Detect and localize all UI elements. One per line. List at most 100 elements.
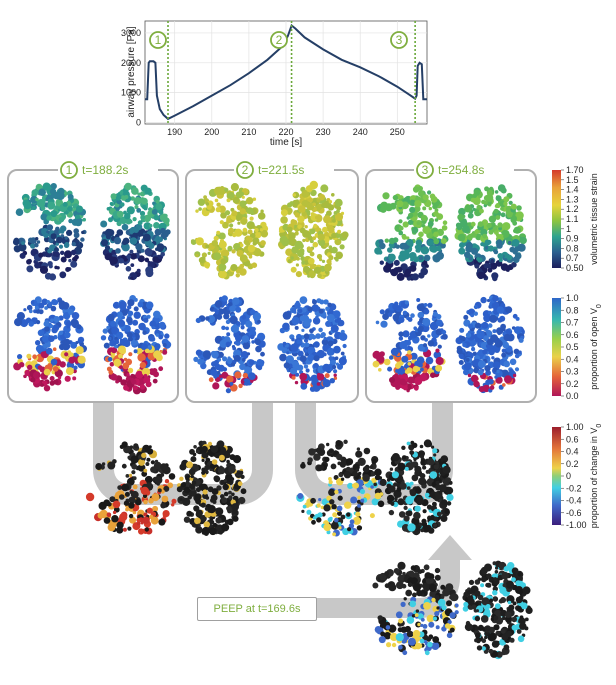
sphere: [121, 243, 130, 252]
sphere: [378, 636, 386, 644]
sphere: [72, 376, 77, 381]
sphere: [427, 641, 433, 648]
sphere: [122, 239, 128, 245]
sphere: [313, 266, 322, 274]
sphere: [329, 499, 335, 505]
sphere: [60, 234, 65, 238]
sphere: [328, 356, 333, 361]
sphere: [154, 238, 158, 242]
sphere: [37, 329, 45, 337]
sphere: [356, 525, 363, 531]
sphere: [28, 309, 33, 314]
sphere: [491, 356, 495, 360]
sphere: [208, 377, 214, 383]
sphere: [423, 254, 431, 262]
sphere: [416, 248, 421, 253]
sphere: [112, 510, 117, 515]
sphere: [103, 517, 111, 524]
sphere: [231, 210, 238, 217]
sphere: [493, 615, 499, 621]
sphere: [492, 590, 498, 596]
sphere: [221, 371, 229, 379]
sphere: [519, 236, 527, 245]
sphere: [493, 208, 499, 214]
sphere: [55, 242, 59, 246]
sphere: [369, 513, 375, 519]
sphere: [130, 252, 137, 260]
sphere: [407, 582, 413, 587]
sphere: [15, 208, 24, 216]
sphere: [171, 498, 177, 504]
sphere: [144, 348, 150, 354]
sphere: [332, 310, 341, 319]
sphere: [127, 367, 134, 374]
sphere: [200, 502, 206, 508]
sphere: [153, 461, 162, 470]
sphere: [152, 378, 158, 384]
sphere: [201, 458, 205, 462]
sphere: [502, 222, 511, 231]
sphere: [50, 233, 57, 240]
sphere: [162, 349, 168, 355]
sphere: [387, 312, 393, 317]
sphere: [522, 586, 531, 595]
sphere: [104, 228, 113, 237]
sphere: [401, 445, 406, 450]
sphere: [131, 463, 138, 470]
sphere: [193, 356, 199, 362]
sphere: [114, 344, 118, 349]
sphere: [420, 335, 426, 341]
sphere: [379, 260, 384, 265]
sphere: [222, 221, 229, 229]
sphere: [441, 225, 448, 231]
sphere: [64, 375, 71, 382]
sphere: [496, 369, 500, 374]
sphere: [312, 299, 317, 305]
sphere: [486, 573, 492, 579]
sphere: [164, 333, 170, 339]
sphere: [385, 625, 391, 630]
sphere: [324, 263, 332, 272]
sphere: [480, 566, 488, 575]
sphere: [412, 339, 417, 343]
sphere: [300, 383, 308, 390]
lung-rendering-10: [277, 296, 348, 392]
sphere: [395, 244, 400, 249]
sphere: [247, 244, 256, 253]
sphere: [500, 628, 506, 634]
sphere: [316, 517, 322, 523]
sphere: [39, 265, 49, 274]
sphere: [412, 629, 421, 638]
sphere: [132, 319, 139, 326]
sphere: [239, 470, 244, 475]
sphere: [209, 520, 215, 525]
colorbar-open-gradient: [552, 298, 561, 396]
sphere: [154, 228, 162, 236]
sphere: [235, 213, 243, 221]
sphere: [36, 320, 41, 325]
chart-grid: [145, 21, 427, 124]
sphere: [336, 505, 343, 512]
sphere: [135, 370, 144, 379]
sphere: [353, 469, 357, 473]
sphere: [454, 603, 459, 608]
sphere: [219, 220, 224, 225]
sphere: [299, 227, 306, 234]
sphere: [444, 509, 450, 514]
sphere: [350, 496, 358, 504]
sphere: [97, 512, 105, 519]
sphere: [214, 364, 222, 371]
sphere: [401, 234, 407, 240]
sphere: [302, 504, 307, 509]
sphere: [76, 324, 82, 330]
sphere: [220, 258, 227, 265]
sphere: [117, 485, 123, 490]
sphere: [286, 207, 293, 214]
sphere: [494, 570, 499, 574]
sphere: [226, 459, 230, 464]
sphere: [389, 355, 394, 360]
sphere: [66, 229, 73, 236]
sphere: [228, 227, 235, 234]
sphere: [223, 491, 229, 497]
sphere: [125, 474, 130, 478]
